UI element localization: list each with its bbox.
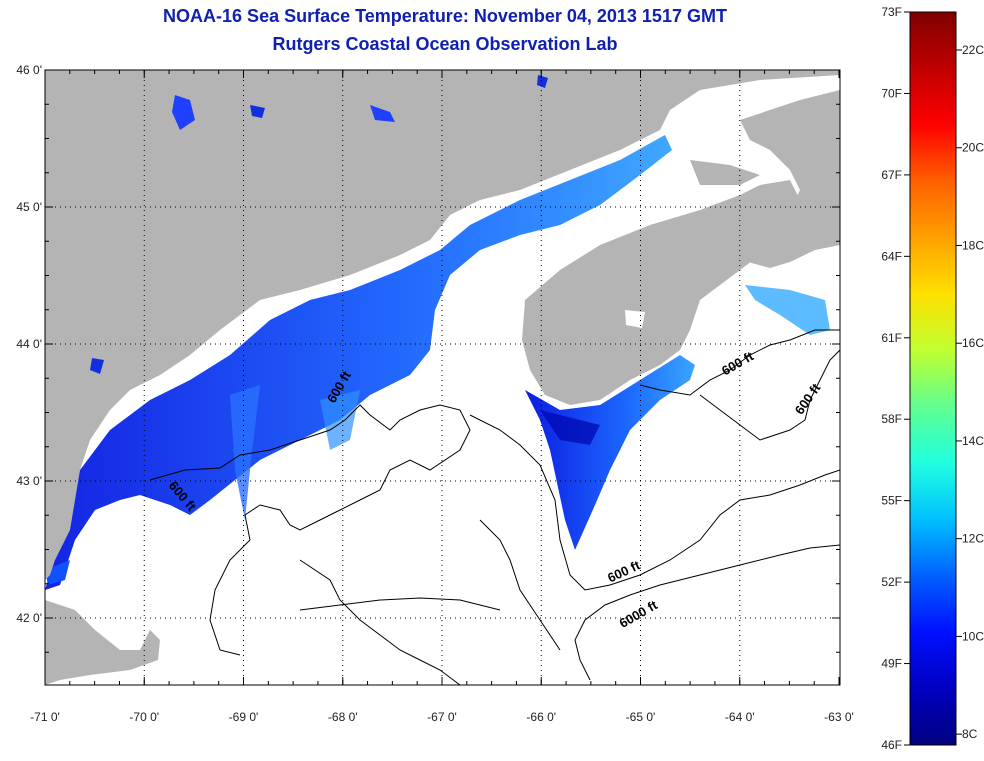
- colorbar: [909, 11, 957, 746]
- colorbar-f-label: 58F: [881, 412, 902, 426]
- lat-tick-label: 43 0': [16, 474, 42, 488]
- colorbar-c-label: 22C: [962, 43, 984, 57]
- lon-tick-label: -71 0': [30, 710, 60, 724]
- lakes: [90, 75, 645, 374]
- colorbar-f-label: 49F: [881, 657, 902, 671]
- lat-tick-label: 44 0': [16, 337, 42, 351]
- lon-tick-label: -69 0': [229, 710, 259, 724]
- lon-tick-label: -67 0': [427, 710, 457, 724]
- colorbar-f-label: 52F: [881, 575, 902, 589]
- lon-tick-label: -68 0': [328, 710, 358, 724]
- colorbar-c-label: 16C: [962, 336, 984, 350]
- colorbar-c-label: 10C: [962, 629, 984, 643]
- sst-swath-nova-scotia: [525, 285, 830, 550]
- colorbar-c-label: 12C: [962, 532, 984, 546]
- lon-tick-label: -66 0': [526, 710, 556, 724]
- colorbar-f-label: 64F: [881, 249, 902, 263]
- lat-tick-label: 45 0': [16, 200, 42, 214]
- colorbar-c-label: 14C: [962, 434, 984, 448]
- axis-ticks: -71 0' -70 0' -69 0' -68 0' -67 0' -66 0' -65 …: [16, 63, 853, 724]
- colorbar-f-label: 55F: [881, 494, 902, 508]
- colorbar-f-label: 46F: [881, 738, 902, 752]
- lon-tick-label: -65 0': [626, 710, 656, 724]
- colorbar-ticks: 73F 70F 67F 64F 61F 58F 55F 52F 49F 46F 22C 20C 18C 1…: [881, 5, 984, 752]
- map-subtitle: Rutgers Coastal Ocean Observation Lab: [272, 34, 618, 54]
- colorbar-c-label: 18C: [962, 238, 984, 252]
- lat-tick-label: 42 0': [16, 611, 42, 625]
- lon-tick-label: -70 0': [129, 710, 159, 724]
- colorbar-f-label: 70F: [881, 86, 902, 100]
- lon-tick-label: -64 0': [725, 710, 755, 724]
- lat-tick-label: 46 0': [16, 63, 42, 77]
- bathymetry-contours: [149, 329, 840, 685]
- colorbar-f-label: 67F: [881, 168, 902, 182]
- map-title: NOAA-16 Sea Surface Temperature: Novembe…: [163, 6, 727, 26]
- colorbar-f-label: 73F: [881, 5, 902, 19]
- land: [45, 70, 840, 685]
- colorbar-c-label: 8C: [962, 727, 978, 741]
- colorbar-f-label: 61F: [881, 331, 902, 345]
- sst-swath-gulf-of-maine: [45, 135, 672, 590]
- lon-tick-label: -63 0': [824, 710, 854, 724]
- colorbar-c-label: 20C: [962, 141, 984, 155]
- sst-swath-cape-cod: [45, 560, 70, 585]
